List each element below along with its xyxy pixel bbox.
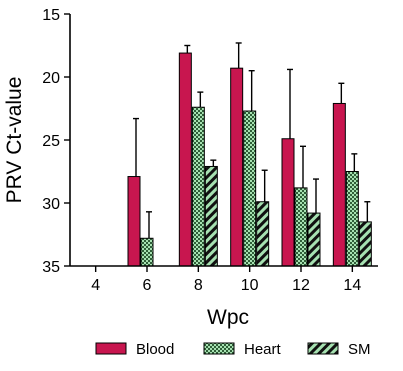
- bar-blood-8: [178, 52, 192, 267]
- bar-blood-14: [332, 102, 346, 267]
- legend-label-heart: Heart: [244, 341, 282, 358]
- y-tick-label-15: 15: [42, 7, 60, 24]
- x-tick-label-8: 8: [194, 277, 203, 294]
- y-axis-label: PRV Ct-value: [3, 77, 26, 204]
- x-tick-label-10: 10: [241, 277, 259, 294]
- x-tick-label-4: 4: [91, 277, 100, 294]
- bar-heart-14: [345, 171, 359, 267]
- x-tick-label-12: 12: [292, 277, 310, 294]
- bar-sm-10: [256, 201, 270, 267]
- bar-sm-8: [204, 165, 218, 267]
- x-tick-label-14: 14: [343, 277, 361, 294]
- legend-label-blood: Blood: [136, 341, 174, 358]
- bar-blood-6: [127, 176, 141, 267]
- y-ticks-layer: 15 20 25 30 35: [42, 7, 70, 276]
- bar-blood-10: [230, 67, 244, 267]
- x-tick-label-6: 6: [143, 277, 152, 294]
- legend-swatch-sm: [307, 342, 339, 355]
- y-tick-label-20: 20: [42, 70, 60, 87]
- y-tick-label-35: 35: [42, 259, 60, 276]
- legend-swatch-blood: [95, 342, 127, 355]
- bar-heart-10: [243, 110, 257, 267]
- x-axis-label: Wpc: [207, 306, 249, 329]
- bar-heart-12: [294, 187, 308, 267]
- bar-heart-6: [140, 237, 154, 267]
- legend-label-sm: SM: [348, 341, 371, 358]
- bars-layer: [127, 52, 372, 267]
- bar-heart-8: [191, 106, 205, 267]
- error-bars-layer: [133, 42, 371, 239]
- y-tick-label-30: 30: [42, 196, 60, 213]
- bar-sm-12: [307, 212, 321, 267]
- legend: Blood Heart SM: [95, 341, 371, 358]
- x-ticks-layer: 4 6 8 10 12 14: [91, 266, 361, 294]
- bar-sm-14: [358, 221, 372, 267]
- legend-swatch-heart: [203, 342, 235, 355]
- y-tick-label-25: 25: [42, 133, 60, 150]
- bar-blood-12: [281, 138, 295, 267]
